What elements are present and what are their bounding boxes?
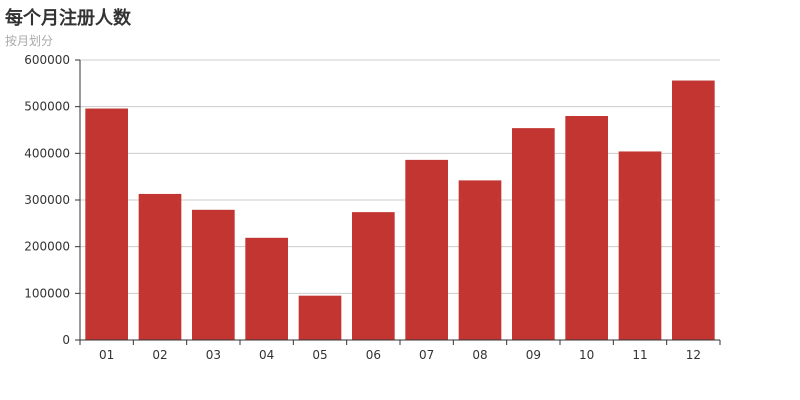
x-tick-label: 04 — [259, 348, 274, 362]
y-tick-label: 400000 — [24, 146, 70, 160]
bar-02[interactable] — [138, 193, 182, 340]
bar-10[interactable] — [565, 116, 608, 340]
y-tick-label: 100000 — [24, 286, 70, 300]
y-tick-label: 200000 — [24, 240, 70, 254]
bar-09[interactable] — [512, 128, 555, 340]
x-tick-label: 03 — [206, 348, 221, 362]
y-tick-label: 0 — [62, 333, 70, 347]
chart-title: 每个月注册人数 — [5, 8, 131, 29]
x-tick-label: 01 — [99, 348, 114, 362]
x-tick-label: 12 — [686, 348, 701, 362]
bar-07[interactable] — [405, 159, 448, 340]
y-tick-label: 500000 — [24, 100, 70, 114]
x-tick-label: 06 — [366, 348, 381, 362]
bar-05[interactable] — [298, 295, 342, 340]
y-tick-label: 300000 — [24, 193, 70, 207]
y-tick-label: 600000 — [24, 53, 70, 67]
x-tick-label: 05 — [312, 348, 327, 362]
bar-08[interactable] — [458, 180, 502, 340]
chart-subtitle: 按月划分 — [5, 34, 54, 48]
bar-11[interactable] — [618, 151, 662, 340]
x-tick-label: 09 — [526, 348, 541, 362]
bar-04[interactable] — [245, 237, 288, 340]
x-axis-ticks: 01 02 03 04 05 06 07 08 09 10 11 12 — [99, 348, 701, 362]
x-tick-label: 08 — [472, 348, 487, 362]
y-axis-ticks: 0 100000 200000 300000 400000 500000 600000 — [24, 53, 70, 347]
x-tick-label: 10 — [579, 348, 594, 362]
x-tick-label: 07 — [419, 348, 434, 362]
x-tick-label: 11 — [632, 348, 647, 362]
axes — [75, 59, 721, 345]
bar-series — [85, 80, 715, 341]
x-tick-label: 02 — [152, 348, 167, 362]
bar-06[interactable] — [352, 212, 395, 340]
bar-03[interactable] — [192, 209, 235, 340]
grid-lines — [80, 59, 720, 294]
bar-12[interactable] — [672, 80, 715, 341]
bar-01[interactable] — [85, 108, 128, 341]
